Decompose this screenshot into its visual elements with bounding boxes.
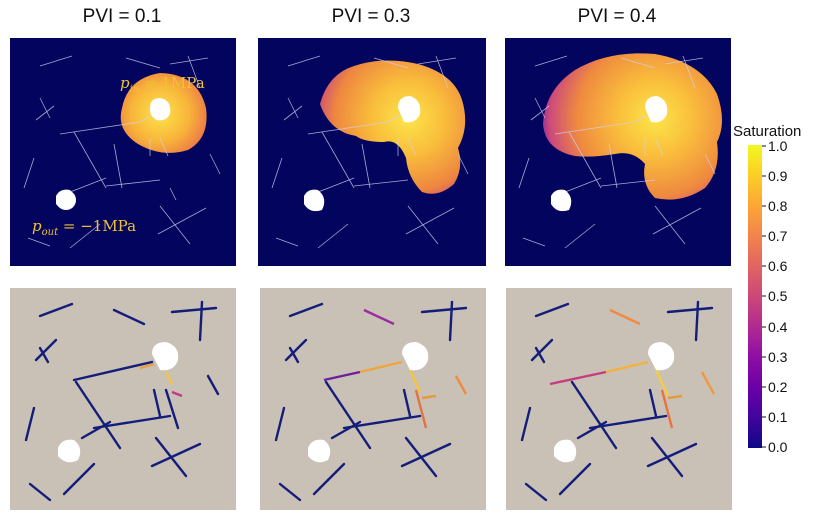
title-pvi-0-1: PVI = 0.1 (82, 6, 162, 27)
injection-hole (402, 342, 429, 371)
injection-hole (152, 342, 179, 371)
colorbar-tick-label: 0.5 (768, 288, 788, 304)
title-pvi-0-4: PVI = 0.4 (577, 6, 657, 27)
fracture-panel-pvi-0-3 (260, 288, 486, 510)
saturation-plume (543, 53, 722, 200)
fracture-network (271, 55, 469, 249)
production-hole (308, 439, 331, 463)
fracture-network (520, 300, 714, 502)
colorbar-tick-label: 0.2 (768, 379, 788, 395)
colorbar-title: Saturation (733, 123, 802, 140)
colorbar-tick-label: 0.9 (768, 168, 788, 184)
production-hole (304, 189, 325, 212)
title-pvi-0-3: PVI = 0.3 (331, 6, 411, 27)
fracture-panel-background (506, 288, 732, 510)
production-hole (551, 189, 572, 212)
colorbar-gradient (748, 145, 762, 448)
colorbar-tick-label: 0.3 (768, 349, 788, 365)
colorbar (748, 145, 766, 448)
fracture-network (518, 55, 716, 249)
matrix-panel-pvi-0-4 (505, 38, 731, 266)
outlet-pressure-label: pout = −1MPa (32, 217, 137, 238)
saturation-plume (320, 60, 466, 194)
colorbar-tick-label: 0.6 (768, 258, 788, 274)
colorbar-tick-label: 0.4 (768, 319, 788, 335)
matrix-background (10, 38, 236, 266)
colorbar-tick-label: 0.0 (768, 439, 788, 455)
matrix-panel-pvi-0-3 (258, 38, 486, 266)
fracture-panel-background (10, 288, 236, 510)
fracture-network (23, 55, 221, 249)
colorbar-tick-label: 1.0 (768, 138, 788, 154)
injection-hole (645, 96, 668, 123)
colorbar-ticks (762, 145, 766, 448)
colorbar-tick-label: 0.8 (768, 198, 788, 214)
fracture-panel-pvi-0-4 (506, 288, 732, 510)
production-hole (58, 439, 81, 463)
fracture-network (274, 300, 468, 502)
fracture-network (24, 300, 220, 502)
inlet-pressure-label: pin = 1MPa (120, 74, 205, 95)
fracture-panel-background (260, 288, 486, 510)
colorbar-tick-label: 0.1 (768, 409, 788, 425)
matrix-panel-pvi-0-1 (10, 38, 236, 266)
injection-hole (398, 96, 421, 123)
injection-hole (648, 342, 675, 371)
production-hole (554, 439, 577, 463)
colorbar-tick-label: 0.7 (768, 228, 788, 244)
fracture-panel-pvi-0-1 (10, 288, 236, 510)
